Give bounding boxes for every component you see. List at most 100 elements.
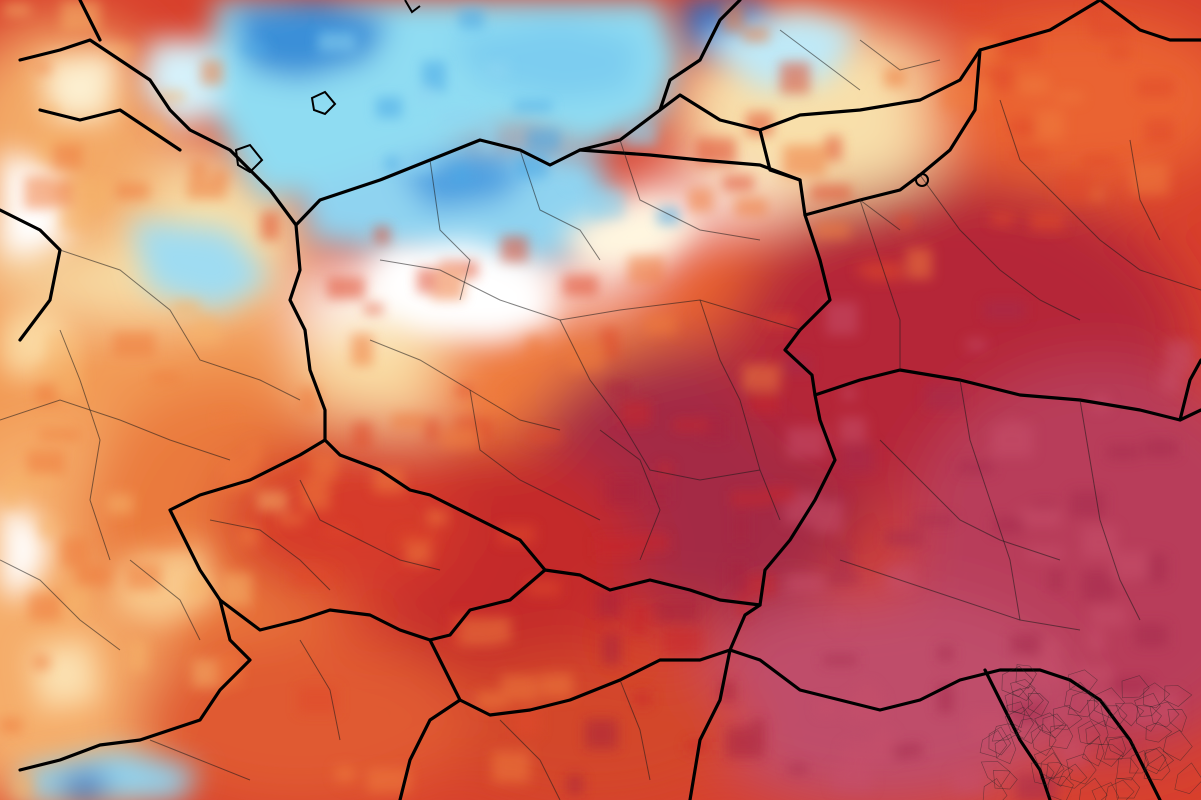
district-borders-southeast [979,664,1201,800]
noise-cell [159,91,185,102]
noise-cell [352,422,372,449]
noise-cell [35,63,51,73]
noise-cell [238,526,259,546]
noise-cell [1082,526,1117,558]
noise-cell [949,81,990,103]
noise-cell [595,537,637,556]
noise-cell [186,328,221,344]
district-cell [1027,693,1050,717]
district-cell [1095,744,1124,767]
noise-cell [374,226,390,244]
border-austria [18,598,252,772]
district-cell [982,778,1008,800]
border-far-east [1178,358,1201,422]
noise-cell [884,68,906,87]
district-cell [979,730,1008,758]
noise-cell [65,588,89,614]
noise-cell [966,339,986,350]
noise-cell [567,344,604,371]
border-lithuania [658,0,742,112]
noise-cell [300,478,330,510]
district-cell [1011,686,1044,717]
district-cell [1143,754,1171,781]
noise-cell [1055,92,1083,102]
noise-cell [459,9,484,29]
noise-cell [1090,606,1126,626]
noise-cell [416,88,435,103]
district-cell [1004,687,1034,714]
noise-cell [540,673,573,698]
noise-cell [1019,76,1049,95]
district-cell [1077,720,1101,745]
noise-cell [749,393,779,413]
noise-cell [1112,551,1148,580]
noise-cell [842,388,856,400]
noise-cell [4,4,30,16]
border-sweden [78,0,102,42]
noise-cell [734,511,748,543]
district-cell [1034,712,1065,734]
noise-cell [1021,634,1041,657]
noise-cell [835,616,849,628]
noise-cell [46,335,77,345]
noise-cell [1109,46,1130,59]
noise-cell [811,185,851,200]
noise-cell [33,655,50,670]
border-poland [288,93,837,607]
noise-cell [452,165,469,185]
district-cell [1079,777,1108,800]
noise-cell [0,718,22,733]
district-cell [1162,729,1193,761]
noise-cell [634,691,651,706]
noise-cell [72,179,110,212]
district-cell [1105,736,1136,758]
noise-cell [1119,744,1134,755]
noise-cell [335,766,355,782]
district-cell [1143,748,1167,775]
noise-cell [27,450,65,475]
district-cell [1086,699,1111,728]
noise-cell [729,562,747,593]
noise-cell [653,483,669,501]
border-east-top [1098,0,1201,42]
border-hungary-romania [688,648,732,800]
noise-cell [62,538,88,567]
noise-cell [1049,569,1063,591]
district-cell [1030,762,1055,786]
noise-cell [498,525,535,544]
district-cell [994,733,1017,765]
noise-cell [56,363,83,396]
border-belarus-ukraine [813,368,1201,422]
noise-cell [1082,571,1115,601]
noise-cell [528,430,561,442]
noise-cell [456,385,473,396]
noise-cell [857,265,896,275]
noise-cell [563,275,598,296]
noise-cell [841,442,874,473]
noise-cell [405,543,431,564]
noise-cell [351,334,373,366]
noise-cell [938,646,953,661]
district-cell [1103,736,1126,760]
noise-cell [492,751,530,783]
coast-islands [234,0,930,187]
noise-cell [787,427,826,458]
border-romania-moldova [983,668,1052,800]
noise-cell [39,430,80,440]
district-cell [1066,753,1097,785]
noise-cell [1027,547,1063,559]
noise-cell [937,684,954,713]
noise-cell [1131,163,1169,195]
noise-cell [223,573,252,606]
noise-cell [742,364,780,391]
noise-cell [527,129,560,151]
noise-cell [501,675,538,702]
noise-cell [257,491,288,511]
noise-cell [828,572,859,584]
noise-cell [426,510,447,525]
district-cell [1149,701,1180,728]
noise-cell [364,304,383,314]
noise-cell [833,765,872,791]
noise-cell [817,700,836,715]
